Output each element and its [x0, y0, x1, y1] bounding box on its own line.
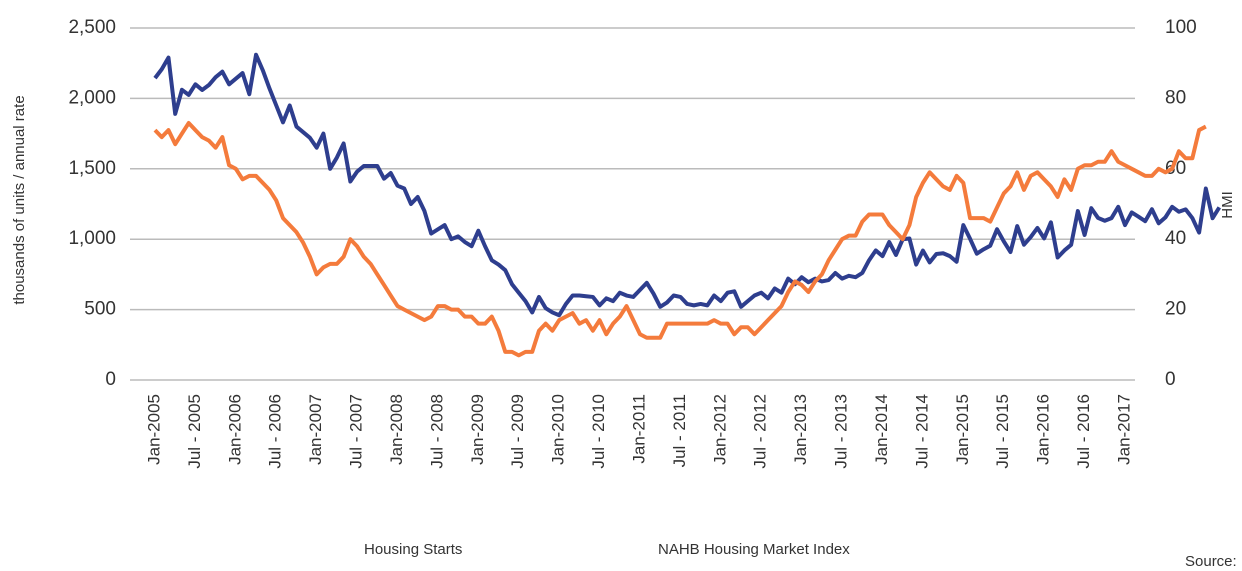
x-tick-label: Jul - 2010: [589, 394, 608, 469]
x-tick-label: Jan-2011: [629, 394, 648, 464]
y-tick-label: 0: [105, 369, 116, 390]
x-tick-label: Jul - 2008: [427, 394, 446, 469]
y2-tick-label: 100: [1165, 17, 1197, 38]
x-tick-label: Jan-2005: [144, 394, 163, 465]
x-tick-label: Jul - 2006: [266, 394, 285, 469]
y2-tick-label: 20: [1165, 299, 1186, 320]
x-tick-label: Jan-2017: [1114, 394, 1133, 465]
series-line: [153, 52, 1222, 318]
x-tick-label: Jan-2010: [549, 394, 568, 465]
series-line: [153, 121, 1207, 358]
x-tick-label: Jan-2007: [306, 394, 325, 465]
x-tick-label: Jan-2015: [953, 394, 972, 465]
legend-label: Housing Starts: [364, 541, 462, 558]
y-tick-label: 1,000: [68, 228, 116, 249]
x-tick-label: Jul - 2011: [670, 394, 689, 467]
x-tick-label: Jan-2014: [872, 394, 891, 465]
x-tick-label: Jan-2012: [710, 394, 729, 465]
x-tick-label: Jul - 2012: [751, 394, 770, 469]
x-tick-label: Jul - 2007: [347, 394, 366, 469]
y2-tick-label: 80: [1165, 87, 1186, 108]
x-tick-label: Jan-2016: [1034, 394, 1053, 465]
y-tick-label: 1,500: [68, 158, 116, 179]
x-tick-label: Jul - 2013: [832, 394, 851, 469]
x-tick-label: Jul - 2015: [993, 394, 1012, 469]
x-tick-label: Jan-2008: [387, 394, 406, 465]
y2-tick-label: 60: [1165, 158, 1186, 179]
x-tick-label: Jan-2013: [791, 394, 810, 465]
y-axis-label: thousands of units / annual rate: [11, 95, 28, 304]
legend-label: NAHB Housing Market Index: [658, 541, 850, 558]
y-tick-label: 2,000: [68, 87, 116, 108]
x-tick-label: Jan-2006: [225, 394, 244, 465]
source: Source: US: [1185, 553, 1242, 570]
y2-tick-label: 0: [1165, 369, 1176, 390]
x-tick-label: Jul - 2016: [1074, 394, 1093, 469]
y-tick-label: 500: [84, 299, 116, 320]
y2-tick-label: 40: [1165, 228, 1186, 249]
y2-axis-label: HMI: [1219, 191, 1236, 219]
x-tick-label: Jul - 2009: [508, 394, 527, 469]
x-tick-label: Jul - 2005: [185, 394, 204, 469]
x-tick-label: Jan-2009: [468, 394, 487, 465]
y-tick-label: 2,500: [68, 17, 116, 38]
x-tick-label: Jul - 2014: [912, 394, 931, 469]
